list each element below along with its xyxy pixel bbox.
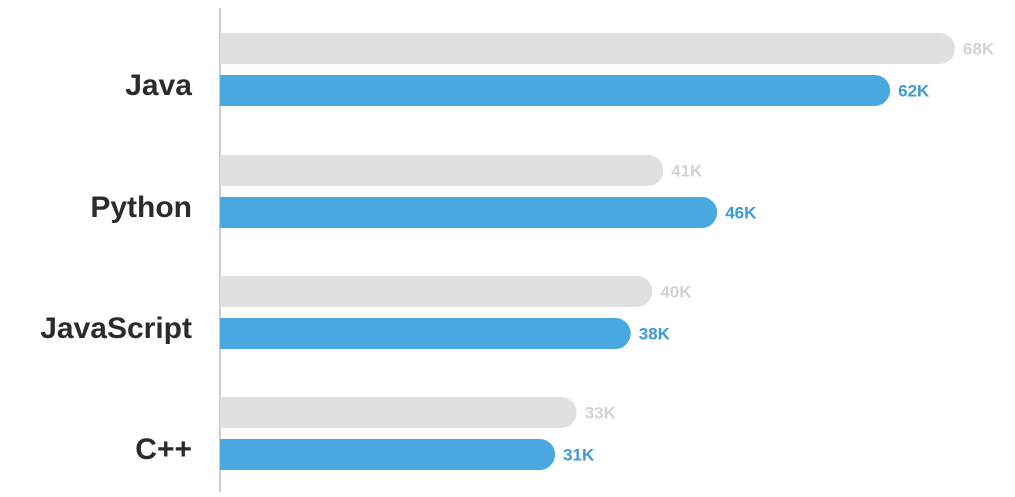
- category-label-cplusplus: C++: [135, 433, 192, 466]
- value-label-java-series-1: 68K: [963, 40, 995, 59]
- value-label-python-series-2: 46K: [725, 204, 757, 223]
- category-label-javascript: JavaScript: [40, 312, 192, 345]
- bar-javascript-series-1: [220, 276, 653, 307]
- value-labels: 68K 62K 41K 46K 40K 38K 33K 31K: [563, 40, 995, 465]
- bar-cplusplus-series-1: [220, 397, 577, 428]
- bar-java-series-1: [220, 33, 955, 64]
- bar-python-series-1: [220, 155, 664, 186]
- bar-java-series-2: [220, 75, 891, 106]
- category-label-python: Python: [90, 191, 192, 224]
- value-label-python-series-1: 41K: [671, 162, 703, 181]
- value-label-cplusplus-series-2: 31K: [563, 446, 595, 465]
- bars: [220, 33, 955, 470]
- value-label-javascript-series-2: 38K: [639, 325, 671, 344]
- bar-cplusplus-series-2: [220, 439, 556, 470]
- category-label-java: Java: [125, 69, 192, 102]
- value-label-java-series-2: 62K: [898, 82, 930, 101]
- value-label-cplusplus-series-1: 33K: [585, 404, 617, 423]
- bar-python-series-2: [220, 197, 718, 228]
- value-label-javascript-series-1: 40K: [660, 283, 692, 302]
- bar-javascript-series-2: [220, 318, 631, 349]
- category-labels: Java Python JavaScript C++: [40, 69, 192, 466]
